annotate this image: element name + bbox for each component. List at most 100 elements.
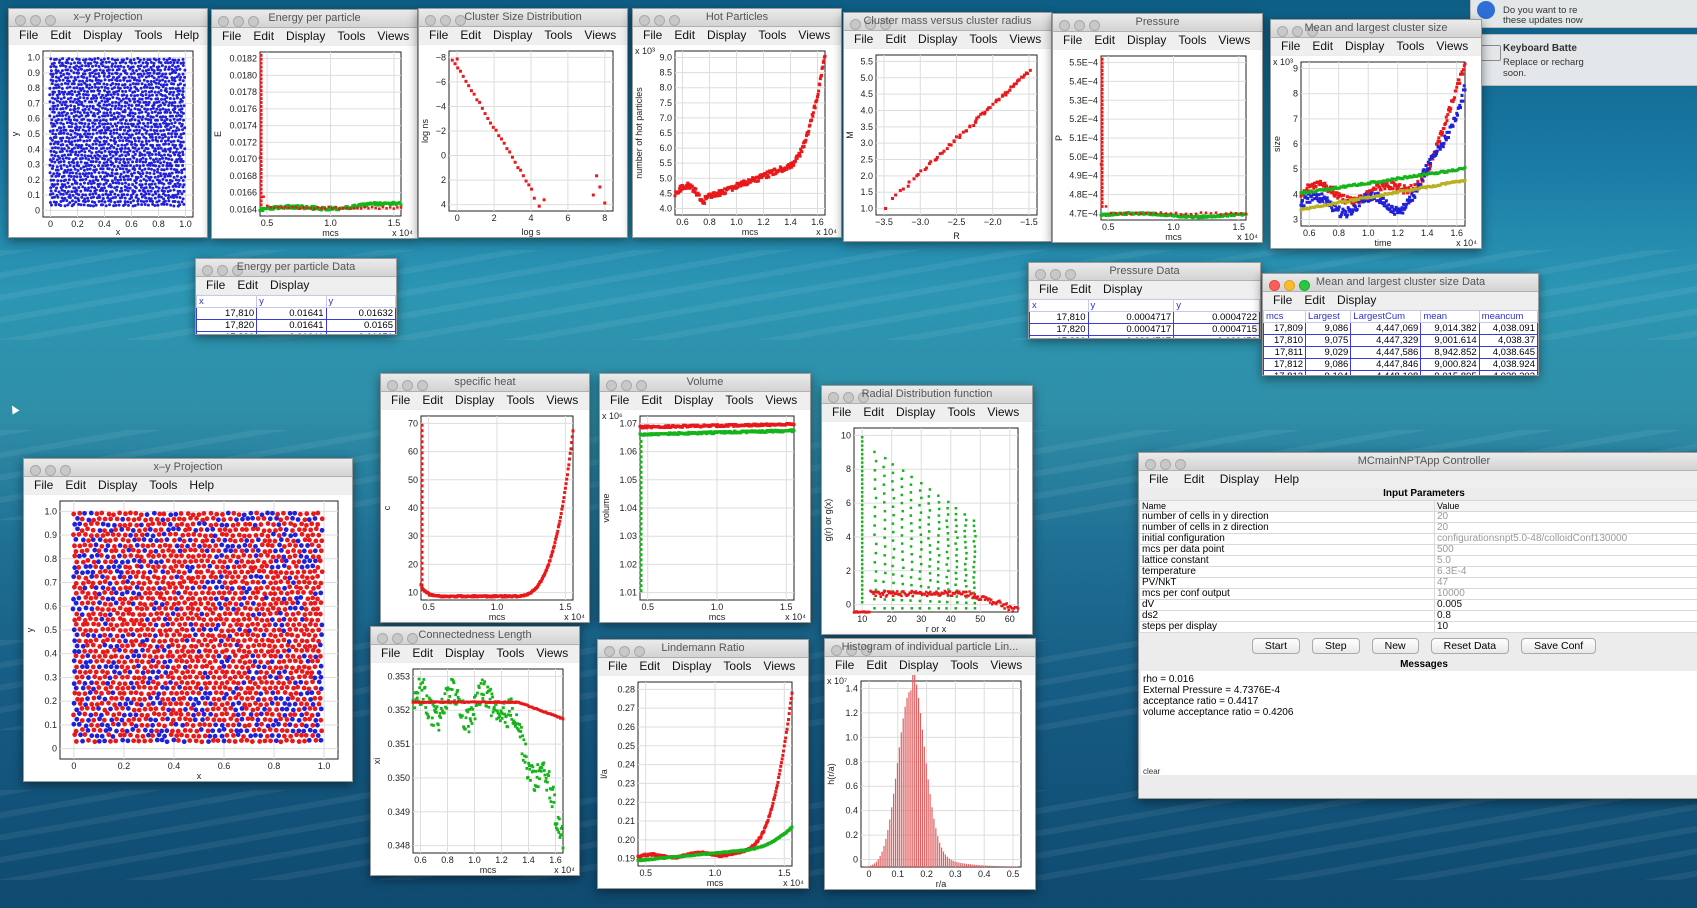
xy-big-window[interactable]: x–y Projection File Edit Display Tools Help 0 0… [23,458,353,782]
zoom-icon[interactable] [60,465,71,476]
zoom-icon[interactable] [669,15,680,26]
menu-edit[interactable]: Edit [50,28,72,42]
energy-window[interactable]: Energy per particle File Edit Display Tools V… [211,9,418,239]
minimize-icon[interactable] [1292,26,1303,37]
zoom-icon[interactable] [880,19,891,30]
close-icon[interactable] [639,15,650,26]
particle [79,600,85,606]
pressure-red-point [1209,212,1213,215]
plot-area[interactable]: 0 0.2 0.4 0.6 0.8 1.0 0 0.1 0.2 0.3 0.4 0.5 0.6 0.7 0.… [24,495,352,781]
cluster-size-window[interactable]: Cluster Size Distribution File Edit Display… [418,8,628,238]
menu-tools[interactable]: Tools [134,28,163,42]
menu-file[interactable]: File [222,29,242,43]
menu-help[interactable]: Help [189,478,215,492]
menu-edit[interactable]: Edit [65,478,87,492]
menu-help[interactable]: Help [1480,39,1481,53]
menu-tools[interactable]: Tools [1178,33,1207,47]
menu-file[interactable]: File [34,478,54,492]
minimize-icon[interactable] [1074,20,1085,31]
menu-edit[interactable]: Edit [253,29,275,43]
menu-display[interactable]: Display [1127,33,1167,47]
plot-area[interactable]: 0 2 4 6 8 4 2 0 −2 −4 −6 −8 log s log ns [419,45,627,237]
menu-edit[interactable]: Edit [1312,39,1334,53]
zoom-icon[interactable] [455,15,466,26]
minimize-icon[interactable] [30,15,41,26]
zoom-icon[interactable] [248,16,259,27]
plot-area[interactable]: 0.6 0.8 1.0 1.2 1.4 1.6 3 4 5 6 7 8 9 time size x 10⁴ x … [1271,56,1481,248]
menu-tools[interactable]: Tools [758,28,787,42]
menu-file[interactable]: File [429,28,449,42]
menu-tools[interactable]: Tools [544,28,573,42]
mean-largest-window[interactable]: Mean and largest cluster size File Edit Dis… [1270,19,1482,249]
particle [82,203,86,207]
menu-views[interactable]: Views [377,29,410,43]
menu-edit[interactable]: Edit [674,28,696,42]
menu-help[interactable]: Help [174,28,200,42]
menu-display[interactable]: Display [286,29,326,43]
particle [180,722,186,728]
minimize-icon[interactable] [45,465,56,476]
menu-file[interactable]: File [19,28,39,42]
close-icon[interactable] [1277,26,1288,37]
particle [316,648,321,654]
zoom-icon[interactable] [1307,26,1318,37]
particle [191,712,196,718]
close-icon[interactable] [1059,20,1070,31]
minimize-icon[interactable] [865,19,876,30]
menu-display[interactable]: Display [918,32,958,46]
menu-display[interactable]: Display [83,28,123,42]
menu-views[interactable]: Views [1009,32,1042,46]
menu-display[interactable]: Display [98,478,138,492]
menu-file[interactable]: File [1063,33,1083,47]
menu-file[interactable]: File [643,28,663,42]
zoom-icon[interactable] [1089,20,1100,31]
close-icon[interactable] [30,465,41,476]
menu-tools[interactable]: Tools [969,32,998,46]
menu-views[interactable]: Views [798,28,831,42]
menu-edit[interactable]: Edit [1094,33,1116,47]
plot-area[interactable]: 0 0.2 0.4 0.6 0.8 1.0 0 0.1 0.2 0.3 0.4 0.5 0.6 0.7 0.… [9,45,207,237]
menu-file[interactable]: File [1281,39,1301,53]
close-icon[interactable] [15,15,26,26]
largest-point [1447,108,1451,112]
update-notification[interactable]: Do you want to re these updates now [1470,0,1697,28]
particle [288,670,294,676]
plot-area[interactable]: 0.6 0.8 1.0 1.2 1.4 1.6 4.0 4.5 5.0 5.5 6.0 6.5 7.0 7… [633,45,841,237]
close-icon[interactable] [425,15,436,26]
particle [111,181,115,185]
pressure-window[interactable]: PressureFileEditDisplayToolsViewsHelp0.5… [1052,13,1263,243]
plot-area[interactable]: 0.5 1.0 1.5 0.0164 0.0166 0.0168 0.0170 0.0172 0… [212,46,417,238]
menu-display[interactable]: Display [493,28,533,42]
particle [62,171,66,175]
menu-views[interactable]: Views [584,28,617,42]
menu-display[interactable]: Display [707,28,747,42]
minimize-icon[interactable] [233,16,244,27]
minimize-icon[interactable] [654,15,665,26]
menu-tools[interactable]: Tools [337,29,366,43]
xy-top-window[interactable]: x–y Projection File Edit Display Tools Help 0 0… [8,8,208,238]
close-icon[interactable] [218,16,229,27]
mass-radius-window[interactable]: Cluster mass versus cluster radius File Ed… [843,12,1052,242]
menu-tools[interactable]: Tools [1396,39,1425,53]
close-icon[interactable] [850,19,861,30]
menu-file[interactable]: File [854,32,874,46]
menu-display[interactable]: Display [1345,39,1385,53]
hot-window[interactable]: Hot ParticlesFileEditDisplayToolsViewsHe… [632,8,842,238]
menu-edit[interactable]: Edit [460,28,482,42]
particle [249,739,255,744]
menu-edit[interactable]: Edit [885,32,907,46]
menu-views[interactable]: Views [1436,39,1469,53]
menu-views[interactable]: Views [1218,33,1251,47]
particle [250,612,256,618]
battery-notification[interactable]: Keyboard Batte Replace or recharg soon. [1470,34,1697,86]
plot-area[interactable]: −3.5 −3.0 −2.5 −2.0 −1.5 1.0 1.5 2.0 2.5 3.0 3.5 4.… [844,49,1051,241]
plot-area[interactable]: 0.5 1.0 1.5 4.7E−4 4.8E−4 4.9E−4 5.0E−4 5.1E−4 5… [1053,50,1262,242]
menu-tools[interactable]: Tools [149,478,178,492]
cluster-size-point [603,201,607,205]
zoom-icon[interactable] [45,15,56,26]
particle [91,611,96,617]
particle [91,146,95,150]
minimize-icon[interactable] [440,15,451,26]
particle [183,175,187,179]
particle [301,559,307,564]
